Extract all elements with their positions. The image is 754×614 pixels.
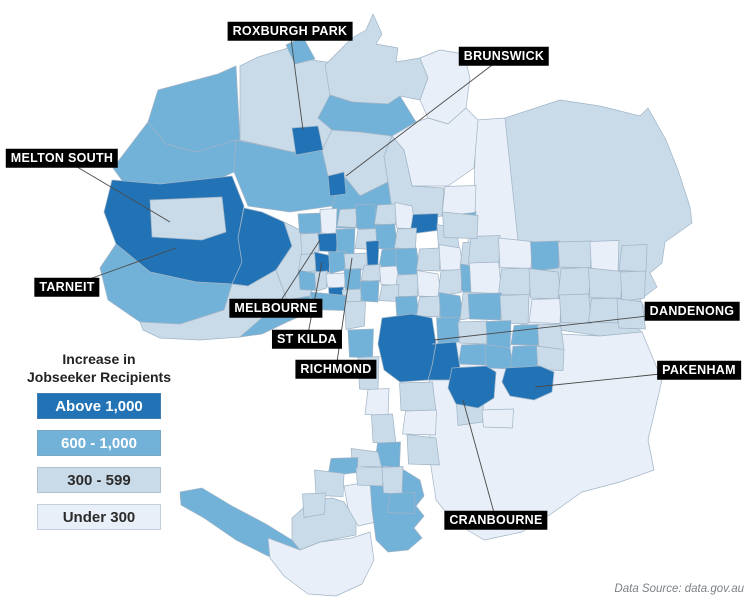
map-region <box>469 261 503 294</box>
map-region <box>441 185 477 217</box>
map-region <box>371 413 397 444</box>
map-region <box>374 203 397 226</box>
map-region <box>328 250 346 274</box>
map-region <box>416 270 442 298</box>
map-label-pakenham: PAKENHAM <box>657 360 741 380</box>
map-region <box>588 297 619 324</box>
map-region <box>510 324 540 346</box>
map-region <box>438 292 464 320</box>
legend-item-3: Under 300 <box>37 504 161 531</box>
map-region <box>347 328 374 359</box>
map-region <box>588 267 623 299</box>
map-region <box>481 408 514 429</box>
map-region <box>442 211 479 239</box>
map-region <box>386 492 416 514</box>
label-leader-line <box>289 30 304 131</box>
map-region <box>314 270 328 292</box>
map-region <box>355 466 384 487</box>
map-region <box>360 264 382 282</box>
map-region <box>359 280 380 303</box>
map-region <box>297 212 322 235</box>
legend-title-line2: Jobseeker Recipients <box>27 369 171 386</box>
map-region <box>409 213 439 235</box>
map-region <box>364 388 390 416</box>
map-region <box>498 267 531 296</box>
map-label-roxburgh-park: ROXBURGH PARK <box>227 21 353 41</box>
map-label-st-kilda: ST KILDA <box>271 329 343 349</box>
map-region <box>557 267 591 299</box>
map-region-highlight <box>501 365 555 401</box>
map-region <box>528 298 562 324</box>
map-region <box>557 240 592 269</box>
map-label-melbourne: MELBOURNE <box>229 298 323 318</box>
map-region <box>499 294 530 325</box>
map-region <box>319 208 338 235</box>
legend-item-1: 600 - 1,000 <box>37 430 161 457</box>
map-region <box>344 300 366 330</box>
legend-title: Increase in Jobseeker Recipients <box>6 350 192 386</box>
map-region <box>381 466 404 495</box>
map-region <box>437 269 463 297</box>
map-region <box>458 343 487 366</box>
map-label-tarneit: TARNEIT <box>34 277 100 297</box>
map-region <box>325 272 346 289</box>
map-label-dandenong: DANDENONG <box>644 301 740 321</box>
map-region <box>298 269 317 291</box>
map-region <box>616 298 646 330</box>
map-region <box>399 381 437 412</box>
map-region <box>336 208 358 228</box>
map-region <box>343 268 362 291</box>
label-leader-line <box>462 399 497 521</box>
legend-items: Above 1,000 600 - 1,000 300 - 599 Under 300 <box>6 393 192 531</box>
map-region <box>485 320 512 349</box>
map-region <box>467 235 501 267</box>
map-label-melton-south: MELTON SOUTH <box>5 148 119 168</box>
map-region <box>528 268 562 300</box>
data-source-note: Data Source: data.gov.au <box>614 583 744 595</box>
map-region <box>559 293 593 324</box>
map-region <box>355 203 379 230</box>
map-region <box>589 240 620 273</box>
label-leader-line <box>345 55 505 177</box>
label-leader-line <box>335 257 353 370</box>
map-region <box>484 344 514 370</box>
map-region <box>317 232 338 253</box>
map-region-highlight <box>327 171 347 197</box>
legend: Increase in Jobseeker Recipients Above 1… <box>6 350 192 541</box>
label-leader-line <box>61 157 171 223</box>
map-region-highlight <box>377 313 437 383</box>
map-region <box>406 434 440 466</box>
map-region <box>416 247 441 272</box>
map-label-richmond: RICHMOND <box>295 359 377 379</box>
map-region <box>530 240 560 272</box>
map-region <box>498 237 533 269</box>
legend-title-line1: Increase in <box>62 351 136 367</box>
map-region <box>402 409 437 436</box>
map-region <box>314 469 345 497</box>
map-region <box>457 320 488 345</box>
legend-item-0: Above 1,000 <box>37 393 161 420</box>
map-region <box>467 292 502 321</box>
map-region <box>335 228 356 255</box>
map-region-highlight <box>291 125 324 156</box>
map-region <box>395 247 421 276</box>
map-region <box>620 270 646 302</box>
map-region <box>302 492 326 518</box>
map-label-brunswick: BRUNSWICK <box>458 46 550 66</box>
map-region <box>536 345 565 371</box>
map-region <box>149 196 227 241</box>
map-region <box>365 240 380 267</box>
map-label-cranbourne: CRANBOURNE <box>444 510 548 530</box>
map-region <box>436 316 460 346</box>
map-region-highlight <box>447 365 497 409</box>
label-leader-line <box>275 239 321 309</box>
map-region <box>394 227 417 250</box>
map-region <box>300 232 320 256</box>
map-region <box>416 295 441 318</box>
legend-item-2: 300 - 599 <box>37 467 161 494</box>
map-region <box>618 244 648 272</box>
